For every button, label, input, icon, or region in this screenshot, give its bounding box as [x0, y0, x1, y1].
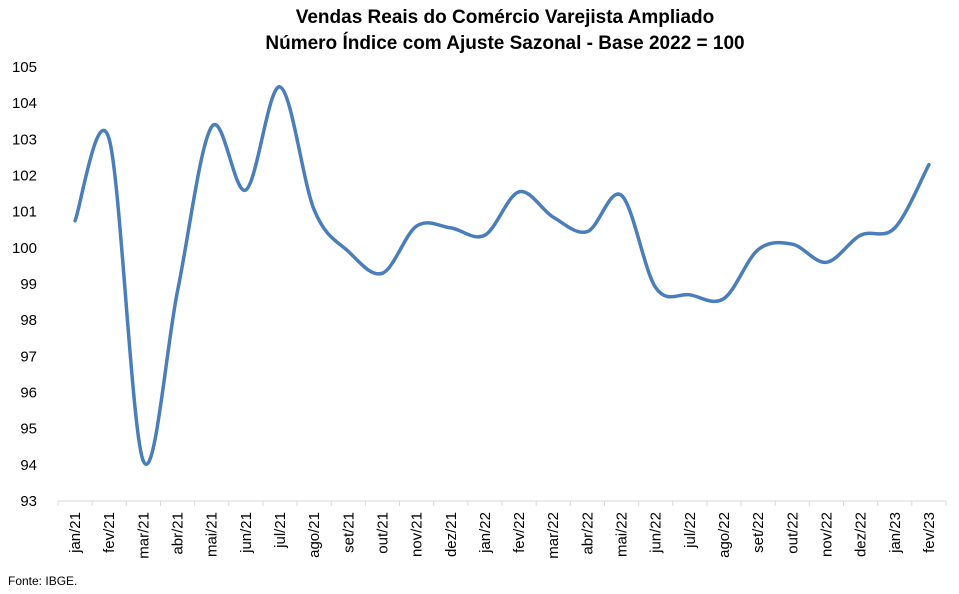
source-note: Fonte: IBGE.: [8, 574, 78, 588]
y-tick-label: 101: [12, 204, 37, 221]
x-tick-label: abr/22: [579, 512, 596, 555]
x-tick-label: abr/21: [170, 512, 187, 555]
x-tick-label: jul/21: [272, 512, 289, 549]
y-tick-label: 103: [12, 131, 37, 148]
x-tick-label: jun/21: [238, 512, 255, 554]
x-axis-tick-labels: jan/21 fev/21 mar/21 abr/21 mai/21 jun/21 jul/…: [67, 512, 938, 559]
x-axis-tick-marks: [57, 501, 947, 506]
x-tick-label: jul/22: [682, 512, 699, 549]
x-tick-label: dez/21: [443, 512, 460, 557]
x-tick-label: fev/23: [921, 512, 938, 553]
x-tick-label: mar/22: [545, 512, 562, 559]
x-tick-label: fev/21: [101, 512, 118, 553]
x-tick-label: nov/22: [818, 512, 835, 557]
x-tick-label: set/22: [750, 512, 767, 553]
y-tick-label: 94: [20, 457, 37, 474]
x-tick-label: jan/21: [67, 512, 84, 554]
x-tick-label: fev/22: [511, 512, 528, 553]
x-tick-label: out/22: [784, 512, 801, 554]
x-tick-label: nov/21: [409, 512, 426, 557]
x-tick-label: out/21: [374, 512, 391, 554]
y-tick-label: 102: [12, 168, 37, 185]
y-tick-label: 98: [20, 312, 37, 329]
x-tick-label: jan/23: [887, 512, 904, 554]
y-axis-tick-labels: 93 94 95 96 97 98 99 100 101 102 103 104 105: [12, 59, 37, 510]
y-tick-label: 97: [20, 348, 37, 365]
chart-title: Vendas Reais do Comércio Varejista Ampli…: [295, 7, 715, 28]
y-tick-label: 104: [12, 95, 37, 112]
x-tick-label: mai/21: [204, 512, 221, 557]
x-tick-label: ago/22: [716, 512, 733, 558]
y-tick-label: 105: [12, 59, 37, 76]
y-tick-label: 100: [12, 240, 37, 257]
series-line: [73, 85, 931, 466]
x-tick-label: mar/21: [135, 512, 152, 559]
x-tick-label: dez/22: [853, 512, 870, 557]
x-tick-label: ago/21: [306, 512, 323, 558]
x-tick-label: mai/22: [614, 512, 631, 557]
chart-subtitle: Número Índice com Ajuste Sazonal - Base …: [265, 33, 745, 54]
x-tick-label: jun/22: [648, 512, 665, 554]
y-tick-label: 96: [20, 385, 37, 402]
y-tick-label: 99: [20, 276, 37, 293]
x-tick-label: set/21: [340, 512, 357, 553]
x-tick-label: jan/22: [477, 512, 494, 554]
y-tick-label: 95: [20, 421, 37, 438]
y-tick-label: 93: [20, 493, 37, 510]
